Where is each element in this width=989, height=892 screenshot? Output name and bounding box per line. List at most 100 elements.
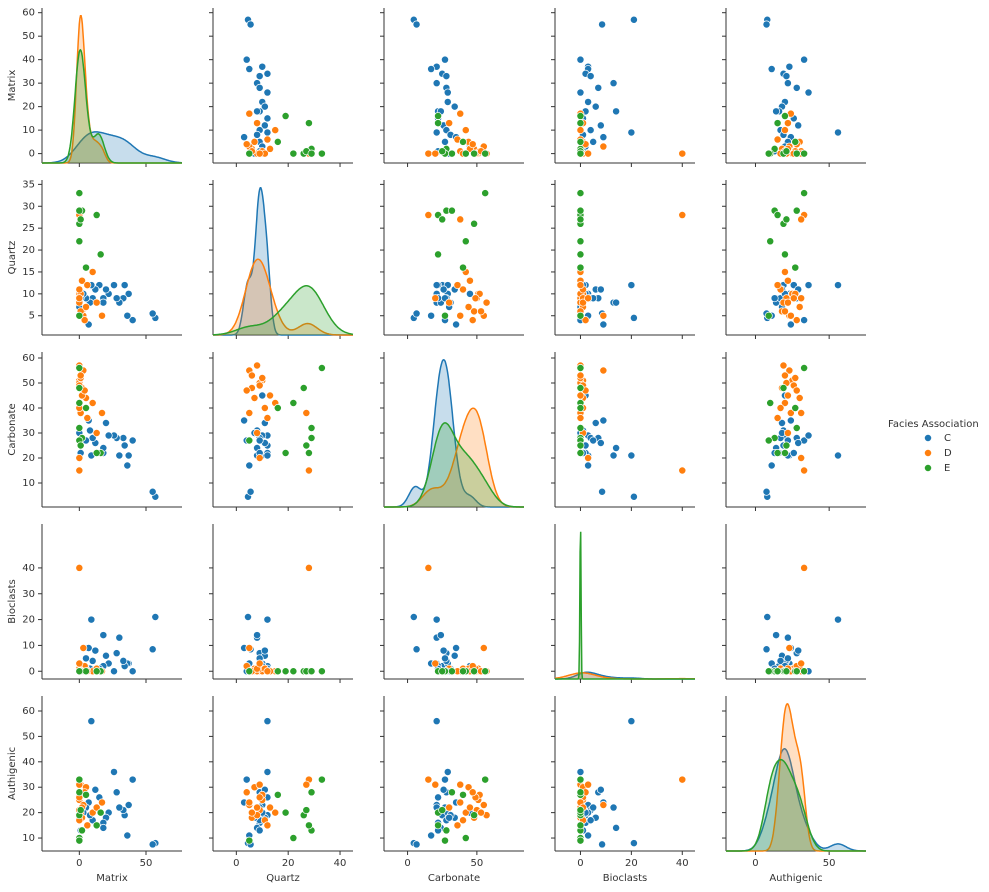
- y-tick-label: 30: [22, 589, 35, 600]
- scatter-point: [260, 121, 269, 130]
- scatter-point: [82, 667, 90, 676]
- x-tick-label: 20: [625, 858, 638, 869]
- scatter-point: [148, 840, 157, 849]
- scatter-point: [75, 659, 84, 668]
- scatter-point: [75, 454, 84, 462]
- scatter-point: [441, 137, 449, 146]
- scatter-point: [794, 646, 803, 655]
- scatter-point: [678, 211, 687, 219]
- scatter-point: [576, 112, 585, 120]
- scatter-point: [302, 441, 311, 450]
- scatter-point: [780, 267, 789, 276]
- scatter-point: [783, 79, 792, 88]
- scatter-point: [240, 133, 249, 142]
- kde-area: [213, 285, 353, 335]
- scatter-point: [576, 404, 585, 412]
- scatter-point: [797, 454, 806, 462]
- scatter-point: [255, 659, 264, 668]
- scatter-point: [302, 409, 311, 417]
- kde-line: [42, 131, 182, 164]
- scatter-point: [461, 237, 470, 246]
- scatter-point: [482, 298, 491, 307]
- scatter-point: [99, 823, 108, 832]
- scatter-point: [436, 631, 445, 640]
- scatter-point: [453, 281, 462, 290]
- scatter-point: [576, 88, 585, 97]
- scatter-point: [456, 215, 465, 224]
- scatter-point: [120, 441, 129, 450]
- scatter-point: [112, 294, 121, 303]
- scatter-point: [96, 808, 105, 817]
- kde-area: [726, 748, 866, 851]
- scatter-point: [800, 364, 809, 372]
- scatter-point: [576, 311, 585, 320]
- scatter-point: [589, 137, 598, 146]
- scatter-point: [591, 102, 600, 111]
- scatter-point: [304, 449, 313, 457]
- scatter-point: [576, 215, 585, 224]
- scatter-point: [110, 667, 118, 676]
- scatter-point: [263, 69, 272, 78]
- scatter-point: [785, 366, 794, 375]
- scatter-point: [245, 644, 254, 652]
- legend-marker: [924, 434, 932, 442]
- x-axis-label: Quartz: [266, 873, 300, 884]
- scatter-point: [599, 311, 608, 320]
- scatter-point: [766, 399, 775, 407]
- scatter-point: [470, 667, 479, 676]
- scatter-point: [439, 785, 448, 794]
- scatter-point: [88, 399, 97, 407]
- scatter-point: [307, 667, 316, 676]
- scatter-point: [778, 419, 786, 427]
- scatter-point: [576, 250, 585, 259]
- y-tick-label: 30: [22, 428, 35, 439]
- scatter-point: [412, 20, 421, 29]
- scatter-point: [115, 451, 124, 460]
- scatter-point: [470, 811, 479, 820]
- scatter-point: [253, 429, 262, 437]
- scatter-point: [773, 281, 782, 290]
- scatter-point: [576, 206, 585, 215]
- scatter-point: [797, 409, 806, 417]
- x-tick-label: 40: [334, 858, 347, 869]
- scatter-point: [88, 267, 97, 276]
- scatter-point: [75, 399, 84, 407]
- scatter-point: [245, 109, 254, 118]
- scatter-point: [91, 646, 100, 655]
- scatter-point: [459, 137, 467, 146]
- scatter-point: [439, 646, 448, 655]
- scatter-point: [75, 667, 84, 676]
- scatter-point: [424, 563, 433, 572]
- scatter-point: [589, 436, 598, 445]
- scatter-point: [598, 840, 607, 849]
- x-axis-label: Matrix: [96, 873, 128, 884]
- scatter-point: [102, 285, 110, 294]
- scatter-point: [834, 451, 842, 460]
- y-tick-label: 40: [22, 55, 35, 66]
- scatter-point: [240, 416, 249, 425]
- scatter-point: [148, 645, 157, 654]
- scatter-point: [442, 72, 451, 81]
- scatter-point: [242, 140, 251, 149]
- scatter-point: [599, 366, 608, 375]
- scatter-point: [471, 294, 480, 303]
- scatter-point: [281, 112, 290, 120]
- scatter-point: [245, 65, 254, 74]
- scatter-point: [253, 803, 262, 812]
- y-tick-label: 15: [22, 267, 35, 278]
- scatter-point: [450, 102, 459, 111]
- scatter-point: [598, 487, 607, 496]
- scatter-point: [441, 55, 449, 64]
- scatter-point: [434, 250, 443, 259]
- scatter-point: [459, 667, 467, 676]
- scatter-point: [266, 391, 274, 400]
- scatter-point: [785, 644, 794, 652]
- scatter-point: [766, 237, 775, 246]
- scatter-point: [599, 801, 608, 809]
- scatter-point: [629, 15, 638, 24]
- scatter-point: [80, 316, 89, 325]
- scatter-point: [797, 659, 806, 668]
- scatter-point: [629, 313, 638, 322]
- scatter-point: [779, 384, 788, 392]
- scatter-point: [792, 667, 801, 676]
